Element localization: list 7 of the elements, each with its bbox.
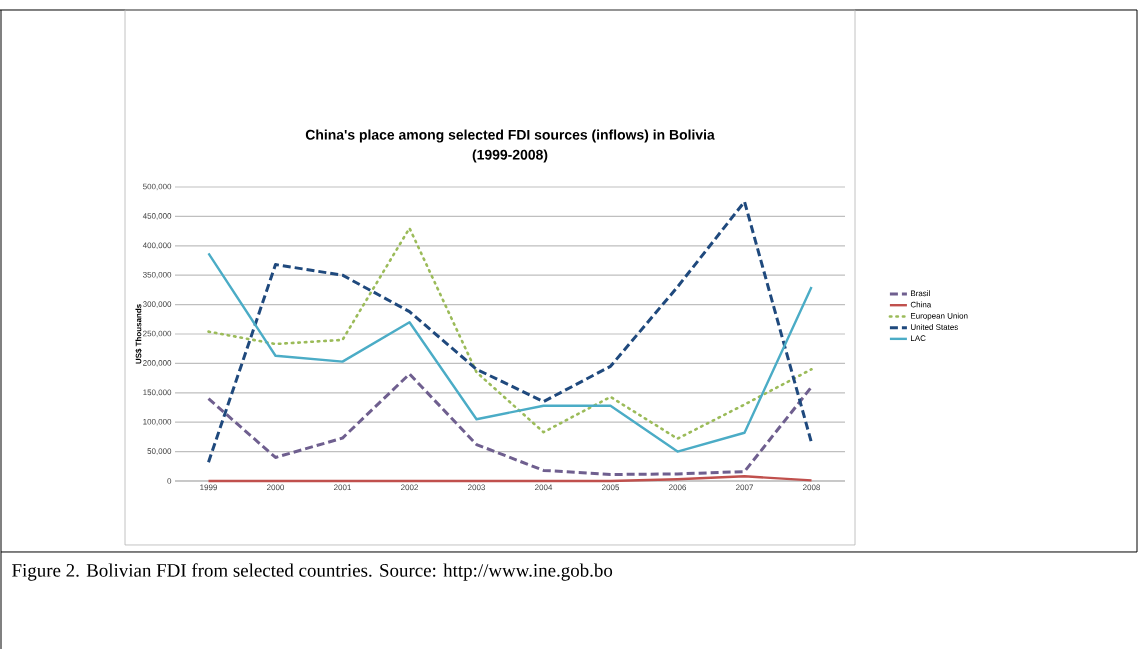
line-series	[207, 200, 814, 464]
line-series	[207, 372, 814, 477]
chart-subtitle: (1999-2008)	[472, 149, 548, 163]
caption: Figure 2. Bolivian FDI from selected countries. Source: http://www.ine.gob.bo	[12, 563, 613, 581]
line-series	[207, 252, 813, 453]
chart-title: China's place among selected FDI sources (inflows) in Bolivia	[305, 129, 715, 143]
line-series	[207, 226, 813, 440]
